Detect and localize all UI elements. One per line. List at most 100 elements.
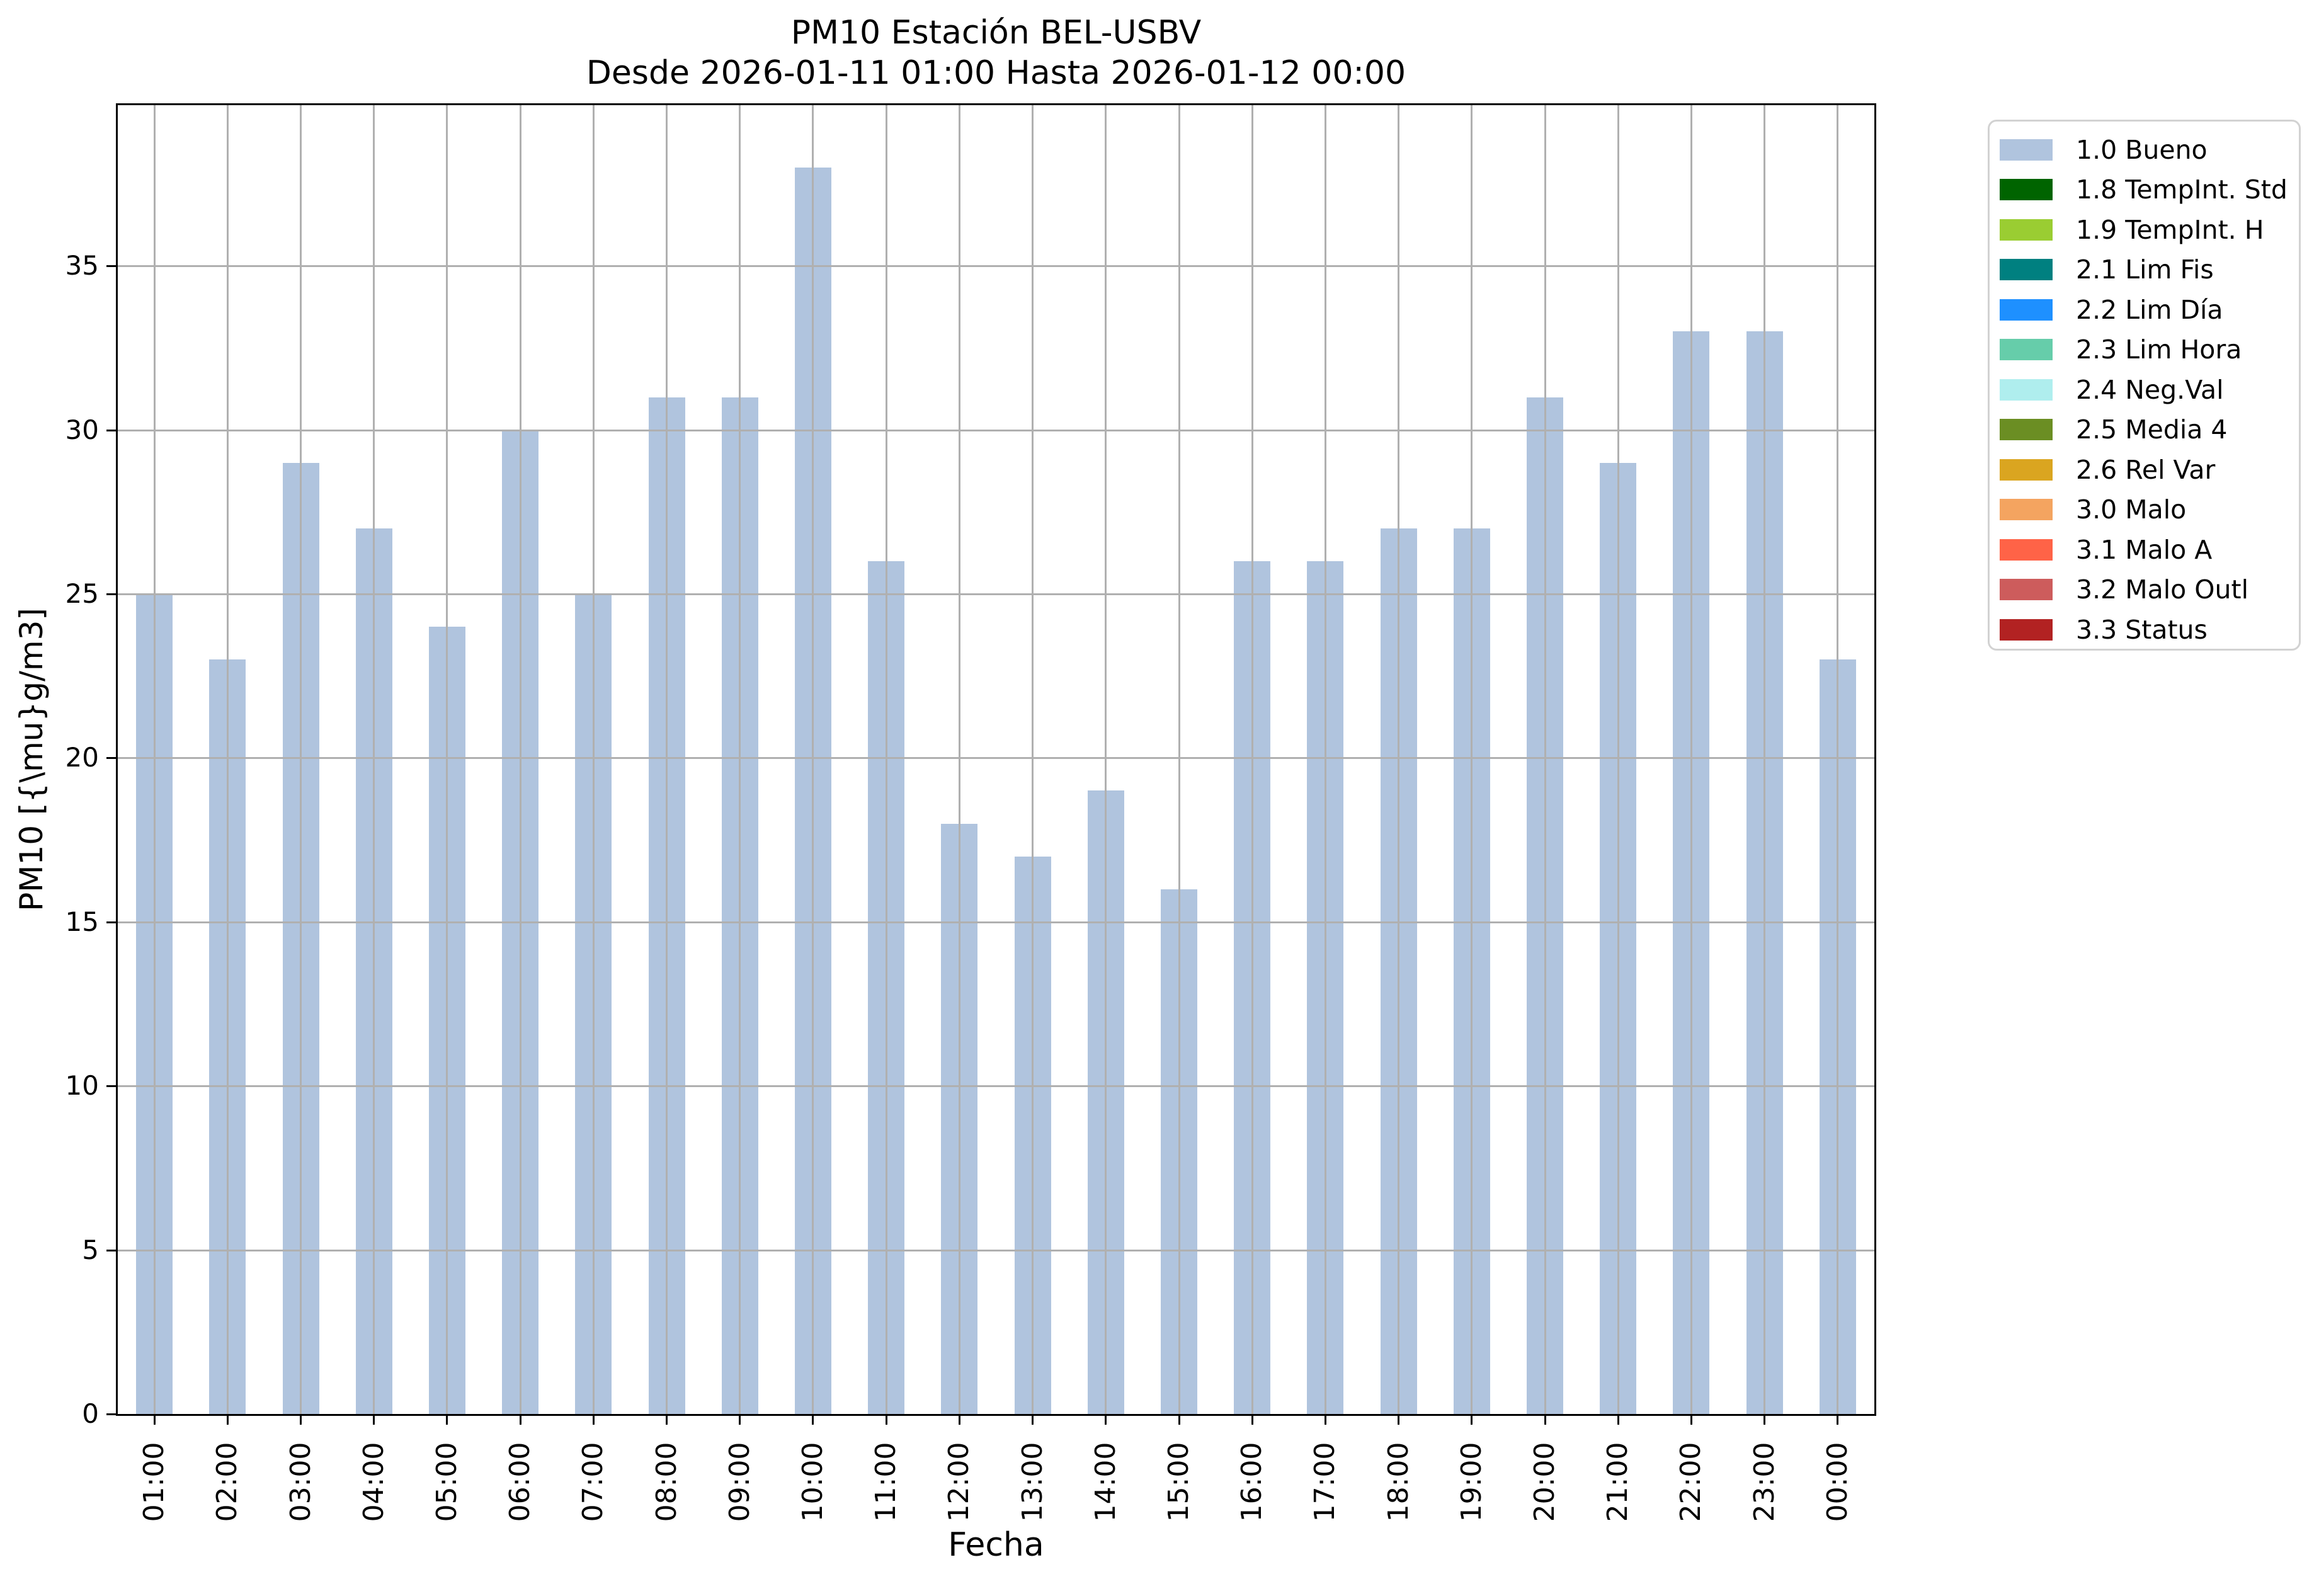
chart-title: PM10 Estación BEL-USBV bbox=[790, 14, 1202, 52]
x-tick-label: 03:00 bbox=[285, 1442, 317, 1522]
legend-swatch-icon bbox=[2000, 539, 2053, 561]
legend-entry-label: 1.8 TempInt. Std bbox=[2076, 174, 2288, 205]
vertical-gridline bbox=[593, 105, 595, 1414]
legend-swatch-icon bbox=[2000, 299, 2053, 321]
vertical-gridline bbox=[1105, 105, 1107, 1414]
y-tick-label: 10 bbox=[65, 1070, 99, 1101]
x-tick-mark bbox=[446, 1414, 448, 1425]
y-tick-label: 35 bbox=[65, 250, 99, 281]
x-tick-mark bbox=[1544, 1414, 1546, 1425]
horizontal-gridline bbox=[118, 756, 1874, 759]
legend-entry: 3.1 Malo A bbox=[1990, 530, 2299, 570]
x-tick-label: 12:00 bbox=[943, 1442, 975, 1522]
vertical-gridline bbox=[1325, 105, 1326, 1414]
x-tick-label: 17:00 bbox=[1309, 1442, 1341, 1522]
y-tick-label: 5 bbox=[82, 1234, 99, 1265]
x-tick-label: 11:00 bbox=[870, 1442, 902, 1522]
y-tick-label: 20 bbox=[65, 742, 99, 773]
y-tick-mark bbox=[106, 1413, 118, 1415]
legend-entry-label: 1.9 TempInt. H bbox=[2076, 214, 2264, 245]
legend-entry-label: 2.2 Lim Día bbox=[2076, 294, 2223, 325]
x-tick-label: 19:00 bbox=[1456, 1442, 1488, 1522]
vertical-gridline bbox=[886, 105, 887, 1414]
legend-entry-label: 2.3 Lim Hora bbox=[2076, 334, 2242, 365]
y-tick-mark bbox=[106, 1249, 118, 1251]
vertical-gridline bbox=[446, 105, 448, 1414]
x-tick-label: 08:00 bbox=[651, 1442, 683, 1522]
x-tick-mark bbox=[593, 1414, 595, 1425]
x-tick-mark bbox=[1837, 1414, 1838, 1425]
legend: 1.0 Bueno 1.8 TempInt. Std 1.9 TempInt. H 2… bbox=[1988, 120, 2301, 651]
x-axis-label: Fecha bbox=[948, 1526, 1044, 1564]
x-tick-label: 10:00 bbox=[797, 1442, 829, 1522]
x-tick-mark bbox=[1763, 1414, 1765, 1425]
legend-entry-label: 1.0 Bueno bbox=[2076, 134, 2208, 165]
x-tick-mark bbox=[1325, 1414, 1326, 1425]
legend-entry: 2.2 Lim Día bbox=[1990, 290, 2299, 330]
x-tick-mark bbox=[1251, 1414, 1253, 1425]
x-tick-label: 06:00 bbox=[504, 1442, 536, 1522]
x-tick-label: 02:00 bbox=[211, 1442, 243, 1522]
legend-swatch-icon bbox=[2000, 579, 2053, 601]
legend-entry: 1.8 TempInt. Std bbox=[1990, 170, 2299, 210]
legend-swatch-icon bbox=[2000, 139, 2053, 161]
vertical-gridline bbox=[1471, 105, 1473, 1414]
legend-entry-label: 3.3 Status bbox=[2076, 614, 2208, 645]
legend-entry: 3.0 Malo bbox=[1990, 490, 2299, 530]
vertical-gridline bbox=[812, 105, 814, 1414]
vertical-gridline bbox=[227, 105, 229, 1414]
x-tick-label: 16:00 bbox=[1236, 1442, 1268, 1522]
vertical-gridline bbox=[1032, 105, 1034, 1414]
x-tick-mark bbox=[666, 1414, 668, 1425]
x-tick-label: 14:00 bbox=[1090, 1442, 1122, 1522]
vertical-gridline bbox=[300, 105, 302, 1414]
x-tick-label: 21:00 bbox=[1602, 1442, 1634, 1522]
x-tick-mark bbox=[1690, 1414, 1692, 1425]
legend-swatch-icon bbox=[2000, 179, 2053, 201]
legend-entry: 1.9 TempInt. H bbox=[1990, 210, 2299, 250]
x-tick-mark bbox=[300, 1414, 302, 1425]
vertical-gridline bbox=[739, 105, 741, 1414]
legend-swatch-icon bbox=[2000, 219, 2053, 241]
x-tick-mark bbox=[812, 1414, 814, 1425]
legend-swatch-icon bbox=[2000, 499, 2053, 521]
legend-entry: 2.3 Lim Hora bbox=[1990, 330, 2299, 370]
y-tick-label: 25 bbox=[65, 578, 99, 609]
vertical-gridline bbox=[666, 105, 668, 1414]
legend-entry-label: 2.5 Media 4 bbox=[2076, 414, 2228, 445]
x-tick-mark bbox=[1617, 1414, 1619, 1425]
vertical-gridline bbox=[373, 105, 375, 1414]
horizontal-gridline bbox=[118, 921, 1874, 923]
x-tick-label: 05:00 bbox=[431, 1442, 463, 1522]
vertical-gridline bbox=[1617, 105, 1619, 1414]
horizontal-gridline bbox=[118, 593, 1874, 595]
legend-swatch-icon bbox=[2000, 459, 2053, 481]
vertical-gridline bbox=[1763, 105, 1765, 1414]
x-tick-mark bbox=[959, 1414, 960, 1425]
legend-entry: 2.5 Media 4 bbox=[1990, 410, 2299, 450]
legend-entry-label: 2.4 Neg.Val bbox=[2076, 374, 2224, 405]
vertical-gridline bbox=[1690, 105, 1692, 1414]
x-tick-label: 04:00 bbox=[358, 1442, 390, 1522]
x-tick-mark bbox=[1105, 1414, 1107, 1425]
legend-entry: 2.6 Rel Var bbox=[1990, 450, 2299, 490]
x-tick-mark bbox=[739, 1414, 741, 1425]
horizontal-gridline bbox=[118, 265, 1874, 267]
legend-swatch-icon bbox=[2000, 339, 2053, 361]
x-tick-label: 20:00 bbox=[1529, 1442, 1561, 1522]
y-tick-label: 30 bbox=[65, 414, 99, 445]
y-tick-mark bbox=[106, 756, 118, 759]
legend-entry-label: 3.1 Malo A bbox=[2076, 534, 2213, 565]
horizontal-gridline bbox=[118, 429, 1874, 431]
x-tick-mark bbox=[886, 1414, 887, 1425]
legend-entry: 3.3 Status bbox=[1990, 610, 2299, 650]
legend-swatch-icon bbox=[2000, 259, 2053, 281]
legend-swatch-icon bbox=[2000, 379, 2053, 401]
vertical-gridline bbox=[154, 105, 156, 1414]
legend-entry: 2.4 Neg.Val bbox=[1990, 370, 2299, 410]
y-tick-mark bbox=[106, 593, 118, 595]
y-tick-mark bbox=[106, 429, 118, 431]
x-tick-label: 15:00 bbox=[1163, 1442, 1195, 1522]
legend-swatch-icon bbox=[2000, 618, 2053, 641]
